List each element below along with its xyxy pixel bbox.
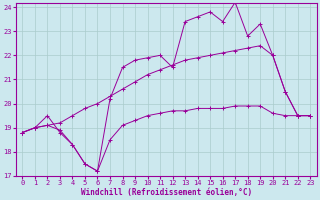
X-axis label: Windchill (Refroidissement éolien,°C): Windchill (Refroidissement éolien,°C) — [81, 188, 252, 197]
